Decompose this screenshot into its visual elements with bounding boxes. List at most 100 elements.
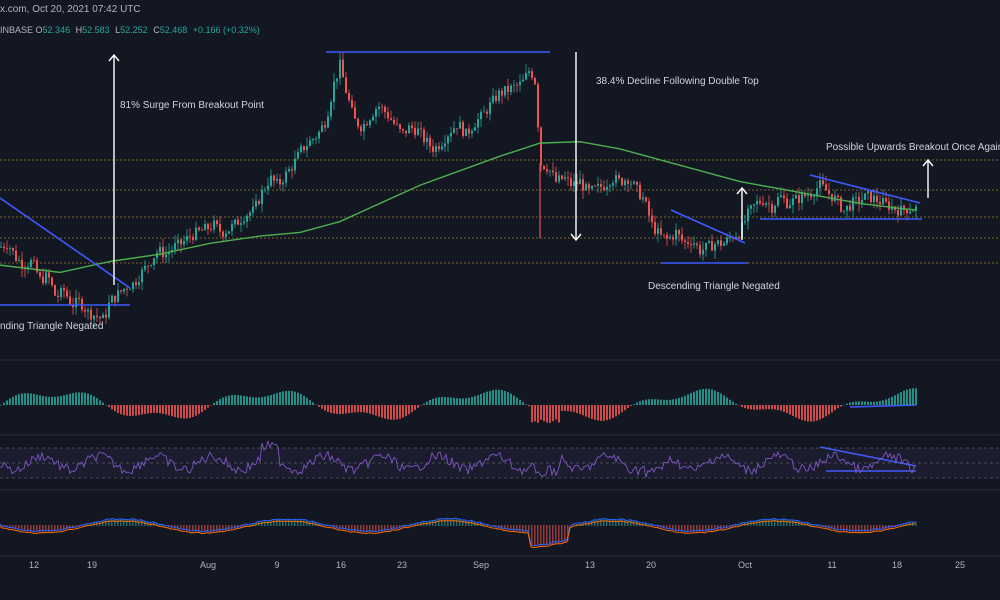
macd-bar xyxy=(657,399,659,405)
candle-body xyxy=(117,290,119,302)
macd-bar xyxy=(690,392,692,405)
candle-body xyxy=(615,175,617,183)
macd-bar xyxy=(546,405,548,423)
macd-bar xyxy=(156,405,158,414)
macd-bar xyxy=(60,395,62,405)
stoch-bar xyxy=(51,525,53,532)
stoch-bar xyxy=(180,525,182,530)
macd-bar xyxy=(114,405,116,412)
macd-bar xyxy=(462,398,464,405)
stoch-bar xyxy=(870,525,872,532)
macd-bar xyxy=(588,405,590,418)
candle-body xyxy=(15,250,17,261)
candle-body xyxy=(537,84,539,128)
stoch-bar xyxy=(42,525,44,532)
candle-body xyxy=(645,197,647,202)
candle-body xyxy=(186,235,188,241)
candle-body xyxy=(687,242,689,244)
macd-bar xyxy=(816,405,818,421)
macd-bar xyxy=(834,405,836,411)
stoch-bar xyxy=(498,525,500,528)
candle-body xyxy=(93,315,95,320)
candle-body xyxy=(771,204,773,213)
stoch-bar xyxy=(300,519,302,526)
macd-bar xyxy=(819,405,821,420)
stoch-bar xyxy=(510,525,512,531)
candle-body xyxy=(807,195,809,197)
candle-body xyxy=(819,180,821,189)
candle-body xyxy=(51,277,53,286)
stoch-bar xyxy=(207,525,209,532)
macd-bar xyxy=(441,396,443,405)
macd-bar xyxy=(483,392,485,405)
stoch-bar xyxy=(462,519,464,526)
candle-body xyxy=(909,211,911,214)
candle-body xyxy=(123,288,125,292)
candle-body xyxy=(330,101,332,117)
stoch-bar xyxy=(648,523,650,526)
candle-body xyxy=(408,125,410,134)
macd-bar xyxy=(153,405,155,413)
macd-bar xyxy=(741,405,743,407)
stoch-bar xyxy=(765,519,767,526)
macd-bar xyxy=(276,393,278,405)
stoch-bar xyxy=(135,519,137,526)
stoch-bar xyxy=(354,525,356,532)
macd-bar xyxy=(435,397,437,405)
stoch-bar xyxy=(258,522,260,526)
stoch-bar xyxy=(834,525,836,530)
stoch-bar xyxy=(693,525,695,532)
stoch-bar xyxy=(156,523,158,526)
macd-bar xyxy=(600,405,602,421)
macd-bar xyxy=(717,391,719,405)
stoch-bar xyxy=(756,520,758,526)
candle-body xyxy=(474,127,476,131)
stoch-bar xyxy=(189,525,191,532)
candle-body xyxy=(837,195,839,198)
stoch-bar xyxy=(231,525,233,530)
stoch-bar xyxy=(759,520,761,526)
candle-body xyxy=(573,181,575,187)
macd-bar xyxy=(501,390,503,405)
macd-bar xyxy=(711,389,713,405)
stoch-bar xyxy=(702,525,704,532)
macd-bar xyxy=(783,405,785,412)
macd-bar xyxy=(585,405,587,417)
candle-body xyxy=(219,224,221,232)
macd-bar xyxy=(39,395,41,405)
candle-body xyxy=(312,139,314,141)
macd-bar xyxy=(492,390,494,405)
stoch-bar xyxy=(846,525,848,532)
macd-bar xyxy=(408,405,410,415)
macd-bar xyxy=(507,392,509,405)
macd-bar xyxy=(282,391,284,405)
stoch-bar xyxy=(717,525,719,530)
candle-body xyxy=(720,240,722,246)
stoch-bar xyxy=(30,525,32,532)
stoch-bar xyxy=(618,519,620,526)
stoch-bar xyxy=(432,520,434,526)
stoch-bar xyxy=(288,519,290,526)
stoch-bar xyxy=(264,521,266,526)
macd-bar xyxy=(510,393,512,405)
stoch-bar xyxy=(504,525,506,530)
stoch-bar xyxy=(60,525,62,531)
stoch-bar xyxy=(507,525,509,530)
candle-body xyxy=(33,259,35,261)
stoch-bar xyxy=(732,525,734,527)
macd-bar xyxy=(447,397,449,405)
macd-bar xyxy=(663,399,665,405)
macd-bar xyxy=(294,391,296,405)
macd-bar xyxy=(180,405,182,419)
candle-body xyxy=(774,205,776,213)
macd-bar xyxy=(174,405,176,418)
arrow-head xyxy=(922,158,934,167)
candle-body xyxy=(561,175,563,180)
macd-bar xyxy=(198,405,200,414)
candle-body xyxy=(540,127,542,166)
macd-bar xyxy=(762,405,764,410)
candle-body xyxy=(402,129,404,131)
candle-body xyxy=(675,230,677,240)
candle-body xyxy=(768,203,770,205)
